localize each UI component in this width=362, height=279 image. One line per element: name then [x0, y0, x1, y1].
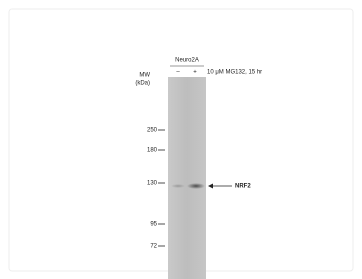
band-strong [187, 183, 205, 189]
blot-membrane [168, 77, 206, 279]
mw-marker-label: 130 [147, 181, 158, 187]
mw-markers: 250 180 130 95 72 [147, 128, 165, 250]
axis-label: MW [139, 73, 150, 79]
mw-marker-label: 95 [150, 222, 157, 228]
band-label: NRF2 [235, 184, 251, 190]
mw-marker-label: 250 [147, 128, 158, 134]
arrow-head [208, 184, 213, 189]
mw-marker-label: 72 [150, 244, 157, 250]
axis-label: (kDa) [135, 81, 150, 87]
treatment: 10 μM MG132, 15 hr [207, 70, 262, 76]
cell-line: Neuro2A [175, 58, 199, 64]
lane-label: – [176, 70, 180, 76]
lane-label: + [193, 70, 197, 76]
blot-figure: Neuro2A – + 10 μM MG132, 15 hr MW (kDa) … [0, 0, 362, 279]
band-faint [171, 184, 185, 188]
mw-marker-label: 180 [147, 148, 158, 154]
